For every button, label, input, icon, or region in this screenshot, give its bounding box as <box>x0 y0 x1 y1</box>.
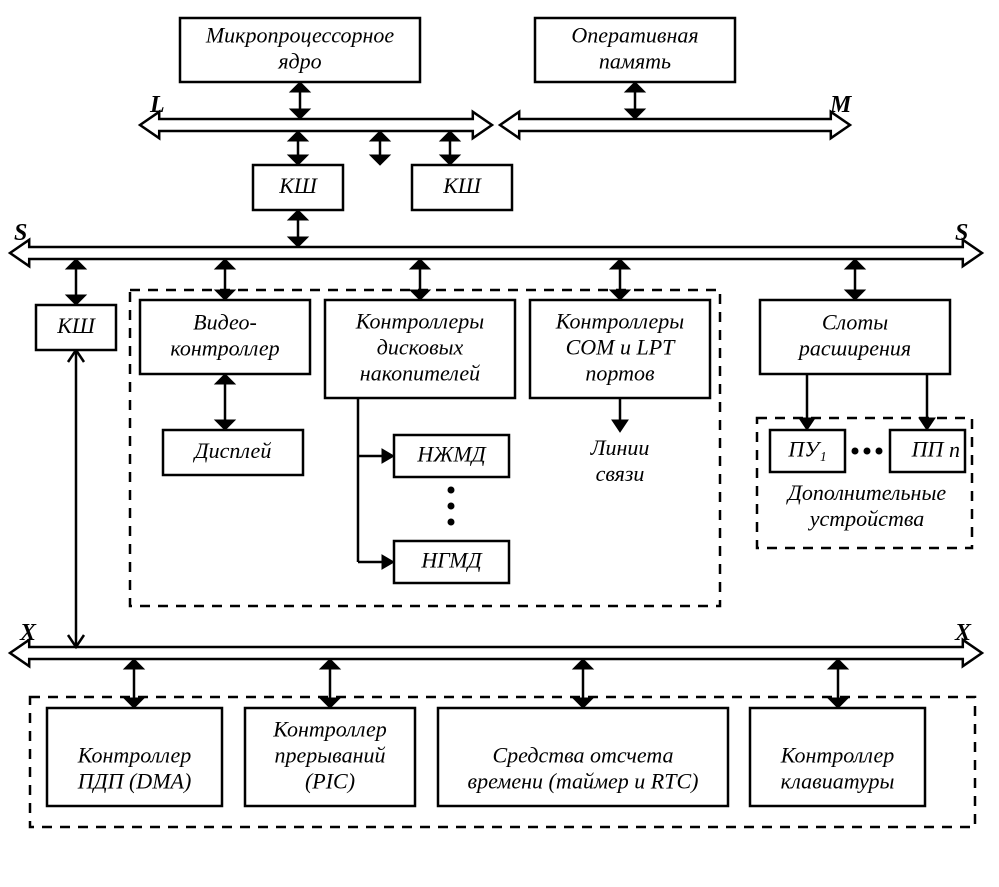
block-ram-line0: Оперативная <box>571 23 698 48</box>
ellipsis-dot <box>864 448 871 455</box>
block-diskc-line1: дисковых <box>377 335 464 360</box>
block-pu1-line0: ПУ₁ <box>787 437 826 462</box>
ellipsis-dot <box>448 487 455 494</box>
block-ksh3-line0: КШ <box>56 313 96 338</box>
block-diskc-line0: Контроллеры <box>355 309 485 334</box>
bus-label: L <box>149 92 165 118</box>
block-dma-line1: Контроллер <box>77 743 192 768</box>
block-display-line0: Дисплей <box>193 438 272 463</box>
block-video-line0: Видео- <box>193 310 257 335</box>
block-ksh2-line0: КШ <box>442 173 482 198</box>
block-pic-line1: прерываний <box>275 743 386 768</box>
ppn-subscript: n <box>949 437 960 462</box>
block-timer-line1: Средства отсчета <box>492 743 673 768</box>
bus-label: X <box>954 620 972 646</box>
block-comlpt-line1: COM и LPT <box>566 335 677 360</box>
bus-label: X <box>19 620 37 646</box>
block-timer-line2: времени (таймер и RTC) <box>468 769 699 794</box>
ellipsis-dot <box>852 448 859 455</box>
label-extdev-0: Дополнительные <box>786 480 946 505</box>
label-lines-1: связи <box>596 461 645 486</box>
block-video-line1: контроллер <box>170 336 279 361</box>
block-ram-line1: память <box>599 49 671 74</box>
block-ksh1-line0: КШ <box>278 173 318 198</box>
block-comlpt-line0: Контроллеры <box>555 309 685 334</box>
block-slots-line0: Слоты <box>822 310 888 335</box>
block-njmd-line0: НЖМД <box>416 442 486 467</box>
label-lines-0: Линии <box>590 435 650 460</box>
block-cpu-line1: ядро <box>277 49 321 74</box>
block-cpu-line0: Микропроцессорное <box>205 23 395 48</box>
block-comlpt-line2: портов <box>585 361 655 386</box>
ellipsis-dot <box>448 503 455 510</box>
bus-label: M <box>829 92 853 118</box>
block-slots-line1: расширения <box>797 336 911 361</box>
block-diskc-line2: накопителей <box>360 361 480 386</box>
bus-label: S <box>955 220 968 246</box>
label-extdev-1: устройства <box>808 506 924 531</box>
block-kbd-line1: Контроллер <box>780 743 895 768</box>
bus-label: S <box>14 220 27 246</box>
block-ngmd-line0: НГМД <box>420 548 482 573</box>
block-pic-line2: (PIC) <box>305 769 355 794</box>
ellipsis-dot <box>448 519 455 526</box>
block-dma-line2: ПДП (DMA) <box>77 769 192 794</box>
block-pic-line0: Контроллер <box>272 717 387 742</box>
block-ppn-line0: ПП <box>911 437 945 462</box>
block-kbd-line2: клавиатуры <box>781 769 895 794</box>
ellipsis-dot <box>876 448 883 455</box>
